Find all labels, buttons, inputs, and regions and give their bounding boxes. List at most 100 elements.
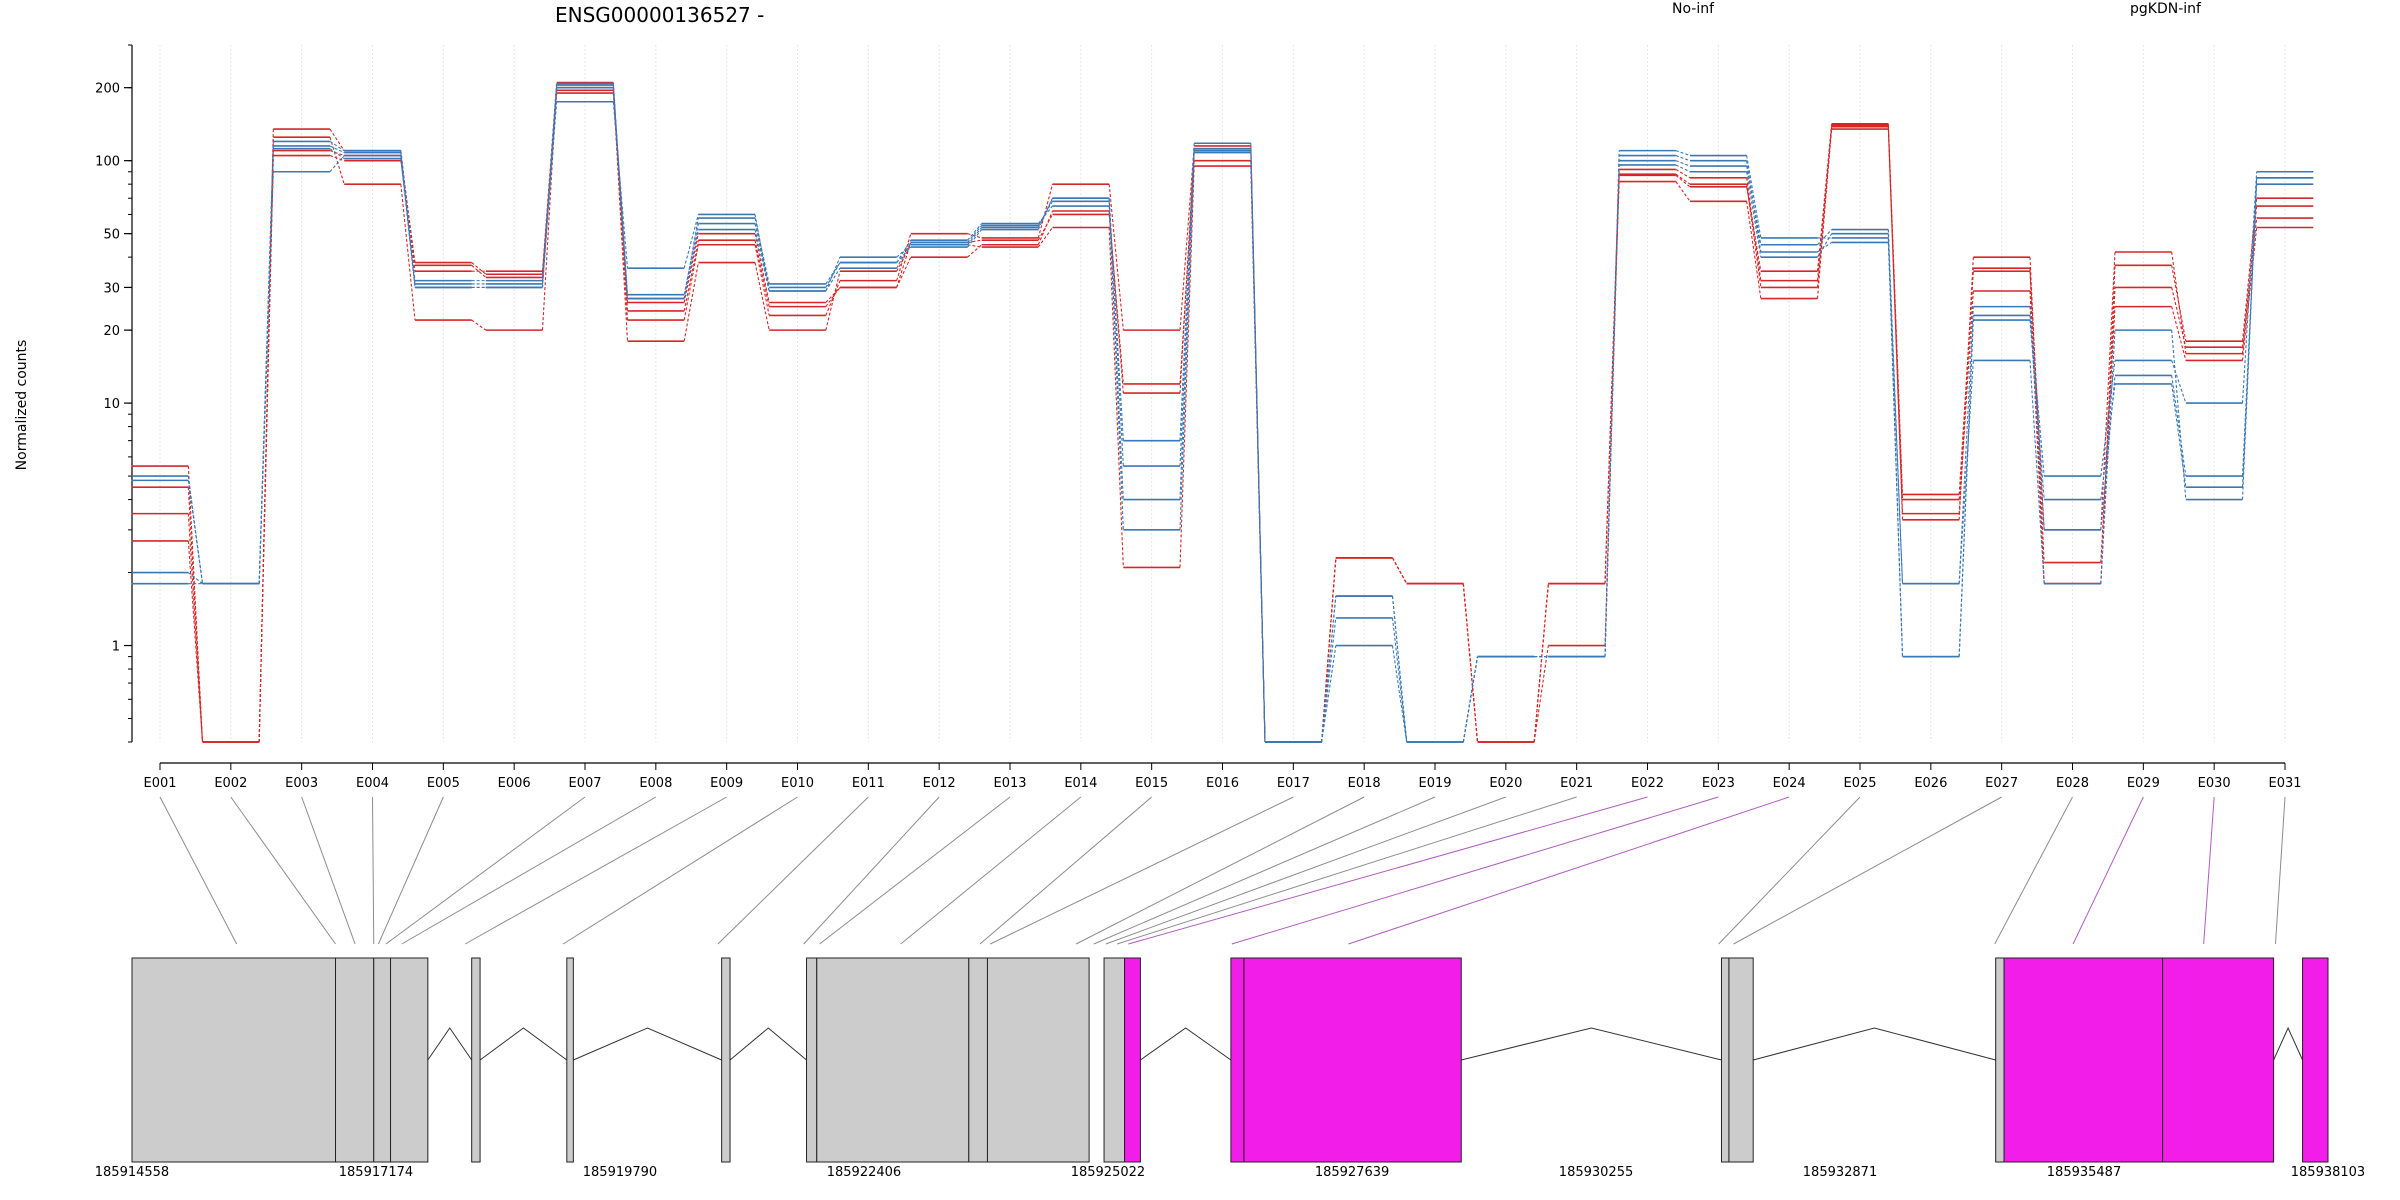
exon-transition-line — [896, 244, 912, 258]
exon-transition-line — [2171, 306, 2187, 361]
exon-transition-line — [896, 233, 912, 281]
exon-block — [986, 957, 1090, 1163]
exon-transition-line — [329, 141, 345, 152]
exon-connector — [717, 796, 869, 945]
exon-transition-line — [1037, 197, 1054, 230]
exon-label-e001: E001 — [143, 776, 176, 791]
exon-transition-line — [1037, 184, 1054, 239]
exon-transition-line — [1816, 123, 1833, 272]
exon-transition-line — [1179, 152, 1195, 530]
exon-connector — [1231, 796, 1719, 945]
exon-transition-line — [2100, 251, 2116, 530]
exon-block — [131, 957, 337, 1163]
exon-transition-line — [1958, 271, 1974, 495]
exon-transition-line — [1108, 198, 1124, 467]
exon-transition-line — [754, 233, 770, 303]
exon-label-e031: E031 — [2268, 776, 2301, 791]
exon-transition-line — [471, 262, 487, 275]
exon-transition-line — [754, 214, 770, 292]
exon-transition-line — [896, 246, 912, 263]
coordinate-label: 185935487 — [2047, 1165, 2121, 1180]
exon-transition-line — [1533, 583, 1549, 743]
exon-transition-line — [2241, 177, 2258, 488]
exon-transition-line — [1392, 557, 1408, 584]
exon-transition-line — [187, 540, 204, 743]
intron-line — [1753, 1027, 1996, 1061]
vertical-grid — [159, 45, 2286, 742]
exon-transition-line — [258, 148, 274, 584]
exon-transition-line — [2241, 177, 2258, 500]
series-lines — [131, 81, 2314, 743]
x-axis: E001 E002 E003 E004 E005 E006 E007 E008 E009 E010… — [143, 762, 2302, 791]
coordinate-label: 185932871 — [1803, 1165, 1877, 1180]
exon-connector — [1093, 796, 1436, 945]
exon-block — [1995, 957, 2005, 1163]
series-pgkdn-inf-7 — [131, 86, 2314, 743]
exon-connector — [401, 796, 657, 945]
exon-transition-line — [471, 264, 487, 278]
exon-transition-line — [2171, 265, 2187, 342]
exon-transition-line — [2100, 265, 2116, 584]
exon-label-e011: E011 — [852, 776, 885, 791]
exon-transition-line — [2029, 320, 2045, 500]
exon-transition-line — [1321, 557, 1337, 743]
exon-transition-line — [967, 244, 982, 248]
series-no-inf-0 — [131, 89, 2314, 743]
exon-block — [1103, 957, 1126, 1163]
exon-transition-line — [1887, 242, 1904, 584]
coordinate-label: 185927639 — [1315, 1165, 1389, 1180]
exon-label-e002: E002 — [214, 776, 247, 791]
exon-block-highlighted — [1230, 957, 1245, 1163]
exon-transition-line — [1675, 164, 1691, 173]
exon-connector — [803, 796, 940, 945]
exon-connector — [301, 796, 356, 945]
exon-label-e020: E020 — [1489, 776, 1522, 791]
exon-block — [816, 957, 970, 1163]
exon-transition-line — [2171, 330, 2187, 500]
exon-transition-line — [1250, 152, 1266, 743]
exon-transition-line — [1179, 150, 1195, 467]
genomic-coordinate-axis: 185914558 185917174 185919790 185922406 1859… — [95, 1165, 2365, 1180]
exon-transition-line — [1675, 160, 1691, 167]
exon-block-highlighted — [2302, 957, 2329, 1163]
exon-connector — [377, 796, 444, 945]
intron-line — [1140, 1027, 1232, 1061]
exon-transition-line — [1179, 145, 1195, 331]
exon-transition-line — [1746, 184, 1762, 288]
exon-transition-line — [329, 128, 345, 151]
exon-transition-line — [967, 239, 982, 243]
exon-transition-line — [1746, 186, 1762, 272]
y-tick-label: 100 — [95, 155, 120, 170]
exon-transition-line — [2100, 287, 2116, 584]
exon-connector-lines — [159, 796, 2286, 945]
exon-transition-line — [754, 262, 770, 331]
exon-block — [471, 957, 481, 1163]
exon-label-e008: E008 — [639, 776, 672, 791]
exon-transition-line — [1321, 645, 1337, 743]
exon-transition-line — [754, 240, 770, 307]
exon-label-e016: E016 — [1206, 776, 1239, 791]
exon-transition-line — [683, 240, 699, 312]
exon-transition-line — [329, 145, 345, 154]
exon-transition-line — [541, 87, 558, 288]
exon-label-e019: E019 — [1418, 776, 1451, 791]
exon-transition-line — [1037, 197, 1053, 228]
exon-connector — [1128, 796, 1648, 945]
exon-label-e010: E010 — [781, 776, 814, 791]
exon-label-e005: E005 — [427, 776, 460, 791]
exon-label-e012: E012 — [923, 776, 956, 791]
exon-transition-line — [896, 239, 912, 263]
exon-transition-line — [967, 227, 983, 246]
exon-label-e022: E022 — [1631, 776, 1664, 791]
exon-connector — [464, 796, 727, 945]
exon-transition-line — [1391, 645, 1408, 743]
exon-transition-line — [1675, 181, 1691, 202]
chart-title: ENSG00000136527 - — [555, 3, 764, 27]
intron-line — [1461, 1027, 1722, 1061]
exon-label-e025: E025 — [1843, 776, 1876, 791]
y-axis-label: Normalized counts — [14, 340, 30, 471]
exon-connector — [385, 796, 586, 945]
exon-label-e009: E009 — [710, 776, 743, 791]
exon-transition-line — [1816, 129, 1833, 288]
y-tick-label: 50 — [103, 228, 120, 243]
